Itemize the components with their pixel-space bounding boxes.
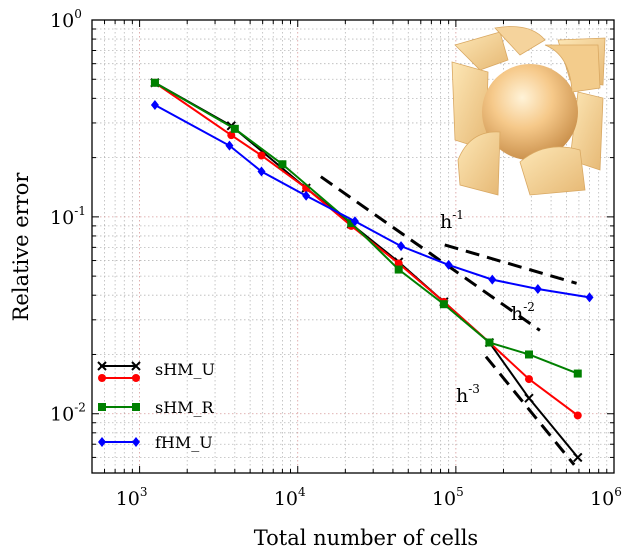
- data-point: [150, 100, 159, 111]
- data-point: [394, 259, 403, 268]
- data-point: [573, 452, 583, 463]
- data-point: [573, 369, 582, 378]
- series: [150, 78, 594, 463]
- slope-label-h-1: h-1: [440, 208, 464, 233]
- reference-lines: [319, 175, 578, 466]
- x-tick-label: 104: [274, 485, 306, 510]
- cell-quarter-top-right: [544, 44, 601, 93]
- data-point: [524, 350, 533, 359]
- legend-label-shm-u: sHM_U: [155, 360, 215, 379]
- legend-entry-shm-u: sHM_U: [97, 360, 215, 382]
- data-point: [488, 274, 497, 285]
- slope-label-h-3: h-3: [456, 382, 480, 407]
- legend-entry-fhm-u: fHM_U: [98, 433, 213, 452]
- cell-face-top-left: [454, 31, 509, 71]
- data-point: [257, 151, 266, 160]
- x-tick-label: 103: [116, 485, 148, 510]
- cell-quarter-bottom-left: [457, 131, 501, 196]
- unit-cell-illustration: [451, 26, 606, 196]
- data-point: [230, 124, 239, 133]
- legend: sHM_U sHM_R fHM_U: [97, 360, 215, 452]
- y-axis-label: Relative error: [9, 172, 33, 322]
- data-point: [585, 292, 594, 303]
- series-line: [154, 104, 590, 299]
- reference-line-h-1: [444, 243, 578, 285]
- x-tick-label: 106: [590, 485, 622, 510]
- legend-label-fhm-u: fHM_U: [155, 433, 213, 452]
- data-point: [150, 78, 159, 87]
- cell-quarter-bottom-right: [519, 146, 586, 196]
- data-point: [444, 259, 453, 270]
- data-point: [439, 300, 448, 309]
- series-line: [154, 81, 579, 417]
- data-point: [573, 411, 582, 420]
- data-point: [350, 216, 359, 227]
- data-point: [278, 160, 287, 169]
- x-axis-label: Total number of cells: [254, 526, 478, 549]
- y-tick-label: 100: [50, 7, 82, 32]
- data-point: [302, 190, 311, 201]
- axis-ticks: 103 104 105 106 10-2 10-1 100: [50, 7, 622, 510]
- series-shm-r: [150, 78, 582, 378]
- reference-line-h-2: [319, 175, 541, 332]
- data-point: [227, 131, 236, 140]
- cell-corner-top: [494, 26, 546, 56]
- data-point: [533, 284, 542, 295]
- data-point: [485, 338, 494, 347]
- data-point: [397, 241, 406, 252]
- data-point: [257, 166, 266, 177]
- reference-line-h-3: [484, 355, 576, 466]
- cell-sphere: [482, 64, 578, 160]
- x-tick-label: 105: [432, 485, 464, 510]
- slope-label-h-2: h-2: [511, 300, 535, 325]
- grid: [92, 20, 614, 473]
- plot-frame: [91, 19, 615, 474]
- data-point: [524, 375, 533, 384]
- legend-label-shm-r: sHM_R: [155, 398, 215, 417]
- data-point: [347, 219, 356, 228]
- series-fhm-u: [150, 100, 594, 303]
- y-tick-label: 10-1: [50, 204, 86, 229]
- data-point: [394, 265, 403, 274]
- data-point: [225, 140, 234, 151]
- y-tick-label: 10-2: [50, 401, 86, 426]
- legend-entry-shm-r: sHM_R: [98, 398, 215, 417]
- data-point: [524, 393, 534, 403]
